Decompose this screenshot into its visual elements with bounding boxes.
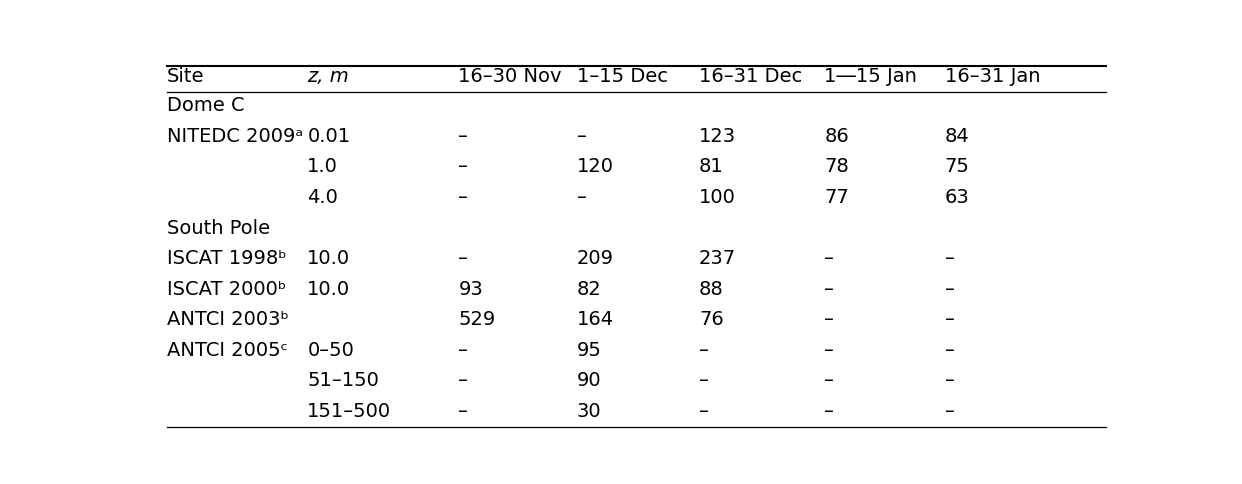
Text: –: – <box>825 371 835 390</box>
Text: –: – <box>458 127 468 146</box>
Text: 16–31 Dec: 16–31 Dec <box>699 67 802 86</box>
Text: –: – <box>576 188 586 207</box>
Text: –: – <box>944 371 954 390</box>
Text: –: – <box>825 310 835 329</box>
Text: ANTCI 2003ᵇ: ANTCI 2003ᵇ <box>166 310 288 329</box>
Text: Site: Site <box>166 67 204 86</box>
Text: 237: 237 <box>699 249 737 268</box>
Text: 0.01: 0.01 <box>307 127 350 146</box>
Text: –: – <box>458 402 468 421</box>
Text: 529: 529 <box>458 310 496 329</box>
Text: 100: 100 <box>699 188 737 207</box>
Text: Dome C: Dome C <box>166 96 245 115</box>
Text: –: – <box>825 402 835 421</box>
Text: 51–150: 51–150 <box>307 371 379 390</box>
Text: –: – <box>825 341 835 360</box>
Text: –: – <box>944 249 954 268</box>
Text: 10.0: 10.0 <box>307 249 350 268</box>
Text: 93: 93 <box>458 280 483 299</box>
Text: –: – <box>458 371 468 390</box>
Text: 81: 81 <box>699 157 724 176</box>
Text: 63: 63 <box>944 188 969 207</box>
Text: –: – <box>458 341 468 360</box>
Text: 0–50: 0–50 <box>307 341 354 360</box>
Text: –: – <box>699 402 709 421</box>
Text: –: – <box>576 127 586 146</box>
Text: –: – <box>944 402 954 421</box>
Text: 4.0: 4.0 <box>307 188 338 207</box>
Text: –: – <box>699 341 709 360</box>
Text: 10.0: 10.0 <box>307 280 350 299</box>
Text: –: – <box>944 280 954 299</box>
Text: –: – <box>944 310 954 329</box>
Text: 123: 123 <box>699 127 737 146</box>
Text: 84: 84 <box>944 127 969 146</box>
Text: –: – <box>458 249 468 268</box>
Text: 77: 77 <box>825 188 850 207</box>
Text: 209: 209 <box>576 249 614 268</box>
Text: –: – <box>458 157 468 176</box>
Text: 75: 75 <box>944 157 970 176</box>
Text: NITEDC 2009ᵃ: NITEDC 2009ᵃ <box>166 127 303 146</box>
Text: 86: 86 <box>825 127 850 146</box>
Text: South Pole: South Pole <box>166 218 270 238</box>
Text: 1–15 Dec: 1–15 Dec <box>576 67 668 86</box>
Text: 90: 90 <box>576 371 601 390</box>
Text: 164: 164 <box>576 310 614 329</box>
Text: 16–31 Jan: 16–31 Jan <box>944 67 1040 86</box>
Text: –: – <box>825 280 835 299</box>
Text: 151–500: 151–500 <box>307 402 391 421</box>
Text: 16–30 Nov: 16–30 Nov <box>458 67 561 86</box>
Text: ANTCI 2005ᶜ: ANTCI 2005ᶜ <box>166 341 288 360</box>
Text: –: – <box>699 371 709 390</box>
Text: z, m: z, m <box>307 67 349 86</box>
Text: –: – <box>944 341 954 360</box>
Text: 76: 76 <box>699 310 724 329</box>
Text: –: – <box>825 249 835 268</box>
Text: –: – <box>458 188 468 207</box>
Text: 1.0: 1.0 <box>307 157 338 176</box>
Text: 95: 95 <box>576 341 601 360</box>
Text: 88: 88 <box>699 280 724 299</box>
Text: ISCAT 2000ᵇ: ISCAT 2000ᵇ <box>166 280 286 299</box>
Text: 1―15 Jan: 1―15 Jan <box>825 67 917 86</box>
Text: 30: 30 <box>576 402 601 421</box>
Text: 120: 120 <box>576 157 614 176</box>
Text: 82: 82 <box>576 280 601 299</box>
Text: ISCAT 1998ᵇ: ISCAT 1998ᵇ <box>166 249 287 268</box>
Text: 78: 78 <box>825 157 850 176</box>
